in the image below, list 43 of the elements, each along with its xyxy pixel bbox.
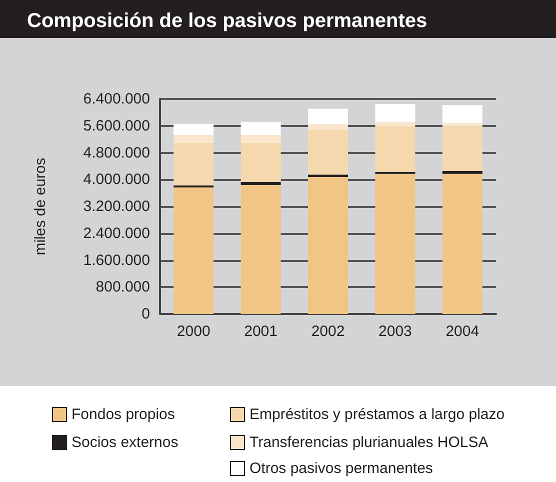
y-tick-label: 4.800.000 bbox=[83, 144, 150, 162]
x-tick-label: 2000 bbox=[176, 323, 210, 340]
y-tick-label: 0 bbox=[142, 306, 150, 322]
bar bbox=[308, 124, 348, 130]
bar bbox=[375, 174, 416, 314]
bar bbox=[308, 176, 348, 314]
bar bbox=[240, 143, 281, 182]
bar bbox=[442, 174, 482, 314]
bar bbox=[442, 122, 482, 127]
bar bbox=[308, 108, 348, 124]
bar bbox=[375, 122, 416, 127]
legend-label: Transferencias plurianuales HOLSA bbox=[250, 434, 488, 451]
y-tick-label: 6.400.000 bbox=[83, 90, 150, 108]
legend-label: Socios externos bbox=[72, 434, 178, 451]
bar bbox=[174, 124, 214, 135]
x-tick-label: 2003 bbox=[378, 323, 412, 340]
bar bbox=[442, 126, 482, 171]
bar bbox=[442, 105, 482, 123]
bar bbox=[308, 130, 348, 175]
legend-label: Fondos propios bbox=[72, 406, 175, 423]
bar bbox=[375, 126, 416, 172]
bar bbox=[240, 122, 281, 135]
y-tick-label: 2.400.000 bbox=[83, 224, 150, 242]
chart-title: Composición de los pasivos permanentes bbox=[27, 10, 428, 32]
x-tick-label: 2004 bbox=[446, 323, 480, 340]
y-axis-title: miles de euros bbox=[32, 158, 49, 256]
bar bbox=[240, 185, 281, 314]
bar bbox=[240, 182, 281, 185]
legend-label: Empréstitos y préstamos a largo plazo bbox=[250, 406, 505, 423]
y-tick-label: 1.600.000 bbox=[83, 252, 150, 269]
bar bbox=[174, 143, 214, 186]
bar bbox=[240, 134, 281, 144]
bar bbox=[375, 104, 416, 122]
y-tick-label: 4.000.000 bbox=[83, 171, 150, 188]
y-tick-label: 800.000 bbox=[96, 278, 150, 296]
x-tick-label: 2002 bbox=[311, 323, 345, 340]
y-tick-label: 5.600.000 bbox=[83, 117, 150, 134]
legend-label: Otros pasivos permanentes bbox=[250, 460, 433, 477]
x-tick-label: 2001 bbox=[244, 323, 278, 340]
y-tick-label: 3.200.000 bbox=[83, 198, 150, 215]
bar bbox=[174, 134, 214, 144]
bar bbox=[442, 170, 482, 174]
bar bbox=[174, 187, 214, 314]
